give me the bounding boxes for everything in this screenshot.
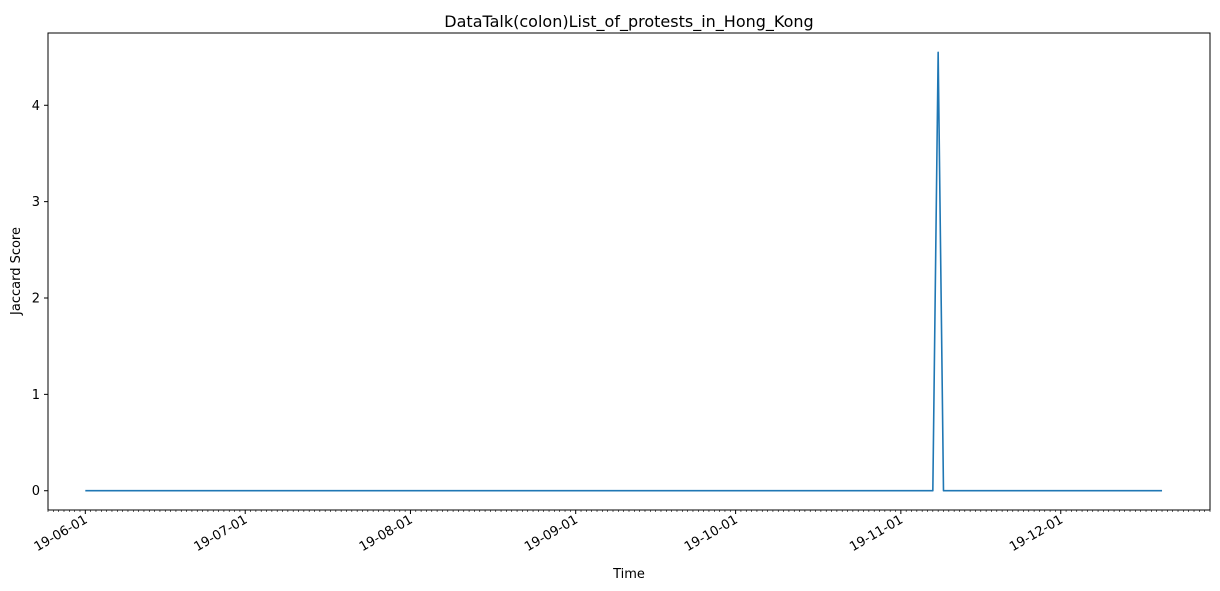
series-group bbox=[85, 51, 1163, 492]
y-tick-label: 3 bbox=[32, 195, 40, 210]
y-axis-ticks: 0 1 2 3 4 bbox=[32, 99, 48, 499]
y-tick-label: 2 bbox=[32, 292, 40, 307]
y-axis-title: Jaccard Score bbox=[9, 227, 24, 316]
series-line-0 bbox=[85, 51, 1163, 492]
plot-frame bbox=[47, 32, 1211, 511]
y-tick-label: 1 bbox=[32, 388, 40, 403]
y-tick-label: 0 bbox=[32, 484, 40, 499]
chart-title: DataTalk(colon)List_of_protests_in_Hong_… bbox=[444, 12, 813, 32]
x-axis-title: Time bbox=[612, 567, 645, 582]
y-tick-label: 4 bbox=[32, 99, 40, 114]
